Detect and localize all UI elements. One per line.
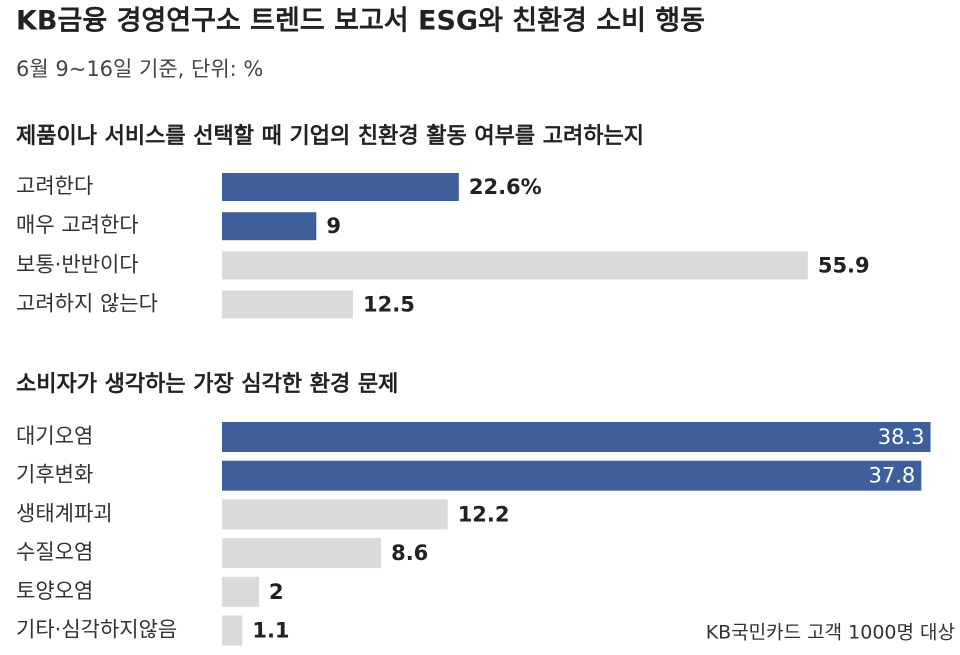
category-label: 기타·심각하지않음 bbox=[16, 618, 177, 642]
source: KB국민카드 고객 1000명 대상 bbox=[706, 622, 955, 644]
category-label: 고려하지 않는다 bbox=[16, 292, 158, 316]
value-label: 2 bbox=[269, 580, 284, 604]
value-label: 38.3 bbox=[878, 425, 925, 449]
chart-title: 제품이나 서비스를 선택할 때 기업의 친환경 활동 여부를 고려하는지 bbox=[16, 124, 644, 149]
value-label: 12.5 bbox=[363, 293, 415, 317]
subtitle: 6월 9~16일 기준, 단위: % bbox=[16, 57, 263, 81]
bar bbox=[222, 251, 808, 280]
category-label: 수질오염 bbox=[16, 540, 93, 564]
value-label: 37.8 bbox=[869, 464, 916, 488]
value-label: 12.2 bbox=[458, 502, 510, 526]
bar bbox=[222, 173, 459, 201]
value-label: 1.1 bbox=[252, 619, 289, 643]
bar bbox=[222, 499, 448, 530]
category-label: 매우 고려한다 bbox=[16, 213, 139, 237]
value-label: 8.6 bbox=[391, 541, 428, 565]
value-label: 22.6% bbox=[469, 175, 542, 199]
bar bbox=[222, 422, 931, 452]
category-label: 생태계파괴 bbox=[16, 501, 113, 525]
chart-title: 소비자가 생각하는 가장 심각한 환경 문제 bbox=[16, 372, 398, 397]
category-label: 고려한다 bbox=[16, 174, 93, 198]
bar bbox=[222, 615, 243, 646]
bar bbox=[222, 538, 382, 569]
bar bbox=[222, 460, 922, 491]
bar bbox=[222, 212, 317, 241]
category-label: 기후변화 bbox=[16, 463, 93, 487]
category-label: 토양오염 bbox=[16, 579, 93, 603]
category-label: 보통·반반이다 bbox=[16, 252, 139, 276]
category-label: 대기오염 bbox=[16, 424, 93, 448]
bar bbox=[222, 290, 353, 319]
value-label: 55.9 bbox=[818, 253, 870, 277]
value-label: 9 bbox=[326, 214, 341, 238]
page-title: KB금융 경영연구소 트렌드 보고서 ESG와 친환경 소비 행동 bbox=[16, 6, 705, 37]
bar bbox=[222, 576, 259, 607]
